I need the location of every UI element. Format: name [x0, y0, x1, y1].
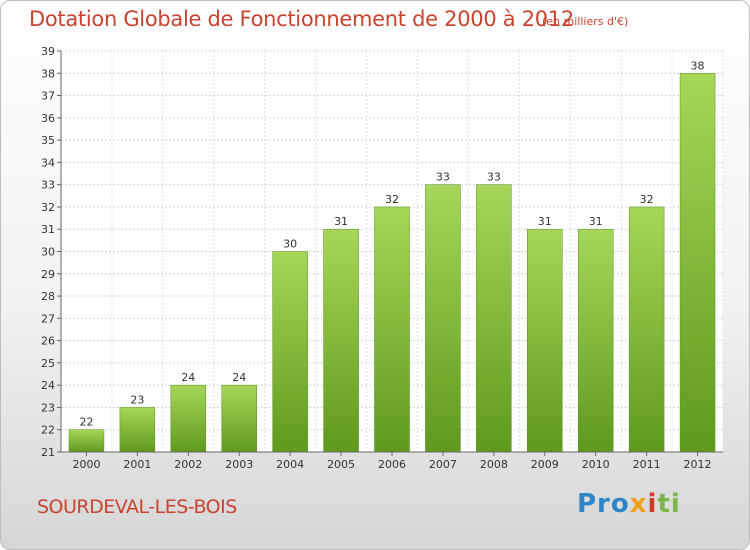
y-tick-label: 33: [41, 179, 55, 192]
commune-name: SOURDEVAL-LES-BOIS: [37, 496, 237, 518]
data-label-2005: 31: [334, 215, 348, 228]
x-tick-label: 2010: [582, 458, 610, 471]
bar-2007: [425, 184, 461, 453]
x-tick-label: 2009: [531, 458, 559, 471]
x-tick-label: 2007: [429, 458, 457, 471]
logo-part-4: ti: [657, 489, 681, 519]
bar-2008: [476, 184, 512, 453]
bar-2002: [170, 384, 207, 453]
x-tick-label: 2012: [684, 458, 712, 471]
y-tick-label: 24: [41, 379, 55, 392]
bar-2006: [374, 206, 410, 453]
y-tick-label: 29: [41, 268, 55, 281]
x-tick-label: 2001: [123, 458, 151, 471]
data-label-2012: 38: [691, 59, 705, 72]
chart-unit: (en milliers d'€): [542, 15, 629, 28]
proxiti-logo[interactable]: Proxiti: [577, 489, 681, 519]
bar-2010: [577, 228, 614, 453]
bar-2011: [628, 206, 665, 453]
x-tick-label: 2006: [378, 458, 406, 471]
y-tick-label: 22: [41, 424, 55, 437]
x-tick-label: 2003: [225, 458, 253, 471]
data-label-2006: 32: [385, 193, 399, 206]
data-label-2001: 23: [130, 393, 144, 406]
x-tick-label: 2000: [72, 458, 100, 471]
data-label-2004: 30: [283, 238, 297, 251]
x-tick-label: 2002: [174, 458, 202, 471]
bar-2012: [679, 73, 716, 453]
x-tick-label: 2011: [633, 458, 661, 471]
y-tick-label: 28: [41, 290, 55, 303]
data-label-2008: 33: [487, 171, 501, 184]
logo-part-2: x: [629, 489, 648, 519]
y-tick-label: 25: [41, 357, 55, 370]
bar-2003: [221, 384, 257, 453]
bars: 22 23 24 24 30 31 32 33 33 31 31 32 38: [68, 59, 716, 453]
y-tick-label: 23: [41, 401, 55, 414]
data-label-2007: 33: [436, 171, 450, 184]
data-label-2003: 24: [232, 371, 246, 384]
y-tick-label: 36: [41, 112, 55, 125]
y-tick-label: 38: [41, 67, 55, 80]
y-tick-label: 30: [41, 246, 55, 259]
axes: 21 22 23 24 25 26 27 28 29 30 31 32 33 34 35 36 37 38 39 20…: [41, 45, 723, 471]
chart-title: Dotation Globale de Fonctionnement de 20…: [29, 7, 574, 31]
y-tick-label: 31: [41, 223, 55, 236]
y-tick-label: 27: [41, 312, 55, 325]
logo-part-3: i: [647, 489, 658, 519]
data-label-2009: 31: [538, 215, 552, 228]
y-tick-label: 21: [41, 446, 55, 459]
bar-2000: [68, 429, 105, 453]
x-tick-label: 2008: [480, 458, 508, 471]
y-tick-label: 37: [41, 90, 55, 103]
y-tick-label: 26: [41, 335, 55, 348]
logo-part-1: Pro: [577, 489, 630, 519]
y-tick-label: 39: [41, 45, 55, 58]
bar-2004: [272, 251, 308, 453]
y-tick-label: 32: [41, 201, 55, 214]
y-tick-label: 35: [41, 134, 55, 147]
bar-2001: [119, 407, 156, 453]
x-tick-label: 2005: [327, 458, 355, 471]
x-tick-label: 2004: [276, 458, 304, 471]
bar-2009: [527, 228, 563, 453]
data-label-2002: 24: [181, 371, 195, 384]
bar-2005: [323, 228, 359, 453]
data-label-2010: 31: [589, 215, 603, 228]
y-tick-label: 34: [41, 156, 55, 169]
data-label-2000: 22: [79, 416, 93, 429]
data-label-2011: 32: [640, 193, 654, 206]
